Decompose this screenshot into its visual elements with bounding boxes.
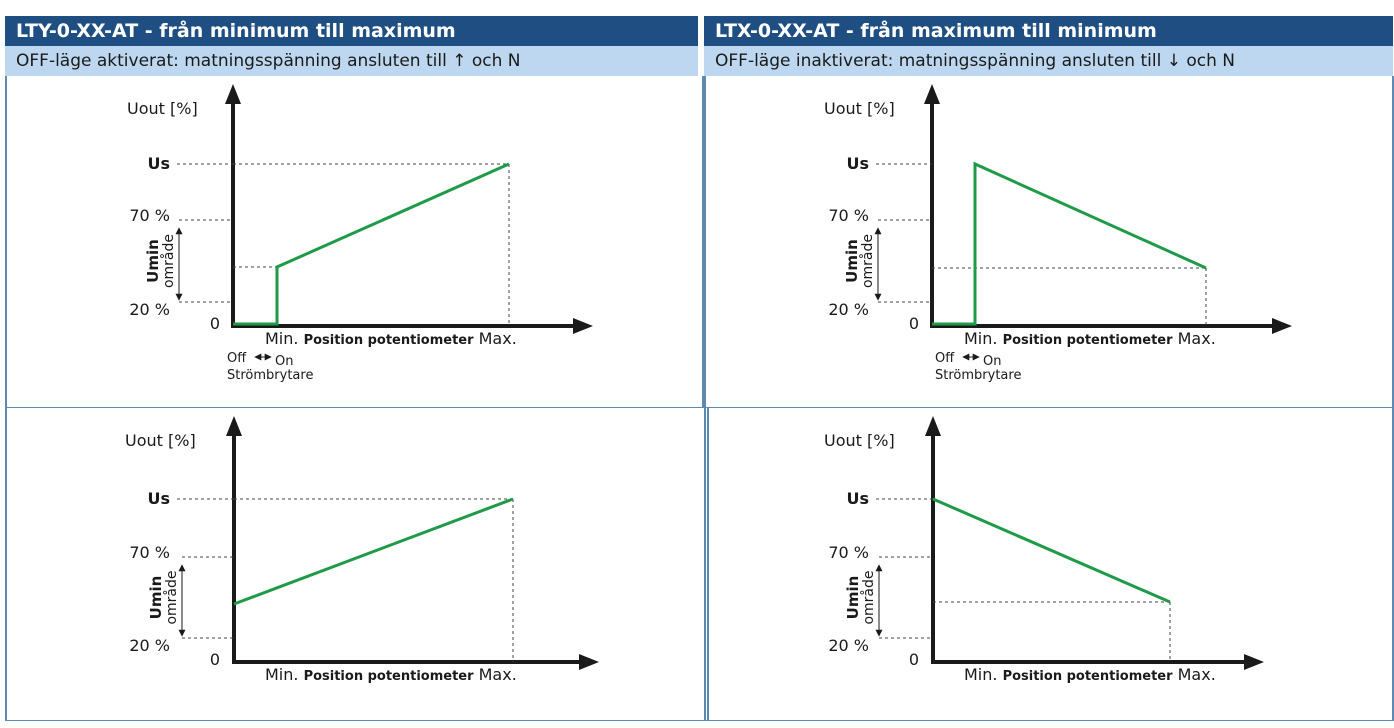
diagram-1-20-label: 20 % [828, 300, 869, 319]
diagram-3-70-label: 70 % [828, 543, 869, 562]
diagram-2-output-curve [233, 497, 514, 606]
diagram-0-switch-label: Strömbrytare [227, 368, 313, 383]
diagram-1-x-arrowhead [1272, 318, 1292, 334]
diagram-2-x-axis-label: Min. Position potentiometer Max. [265, 665, 517, 684]
diagram-0-x-arrowhead [573, 318, 593, 334]
diagram-1-output-curve [932, 161, 1207, 326]
diagram-0-off-label: Off [227, 351, 247, 366]
diagram-1-x-min-label: Min. [964, 329, 1003, 348]
diagram-0-us-label: Us [147, 154, 170, 173]
diagram-3-y-axis-label: Uout [%] [824, 431, 895, 450]
diagram-2-x-min-label: Min. [265, 665, 304, 684]
diagram-0-on-label: On [275, 354, 293, 369]
diagram-panel-top-left: Uout [%] Us 70 % 20 % 0 Umin område Min. Positi… [5, 76, 704, 408]
diagram-3-x-max-label: Max. [1173, 665, 1216, 684]
diagram-0-x-axis-label: Min. Position potentiometer Max. [265, 329, 517, 348]
diagram-2-20-label: 20 % [129, 636, 170, 655]
diagram-2-x-title: Position potentiometer [304, 669, 475, 684]
diagram-3-us-label: Us [846, 489, 869, 508]
diagram-3-x-arrowhead [1244, 654, 1264, 670]
diagram-0-x-min-label: Min. [265, 329, 304, 348]
diagram-3-20-label: 20 % [828, 636, 869, 655]
diagram-0-70-label: 70 % [129, 206, 170, 225]
diagram-3-output-curve [932, 497, 1171, 604]
diagram-panel-bottom-left: Uout [%] Us 70 % 20 % 0 Umin område Min. Positi… [5, 408, 709, 721]
diagram-3-umin-label: Umin [844, 576, 862, 620]
diagram-1-svg: Uout [%] Us 70 % 20 % 0 Umin område Min. Positi… [824, 84, 1292, 383]
diagram-2-x-max-label: Max. [474, 665, 517, 684]
diagram-1-us-label: Us [846, 154, 869, 173]
header-right-title: LTX-0-XX-AT - från maximum till minimum [704, 16, 1393, 46]
diagram-3-zero-label: 0 [909, 650, 919, 669]
diagram-1-omrade-label: område [859, 234, 876, 288]
diagram-2-svg: Uout [%] Us 70 % 20 % 0 Umin område Min. Positi… [125, 416, 599, 684]
subheader-left: OFF-läge aktiverat: matningsspänning ans… [5, 46, 698, 76]
diagram-3-svg: Uout [%] Us 70 % 20 % 0 Umin område Min. Positi… [824, 416, 1264, 684]
diagram-0-20-label: 20 % [129, 300, 170, 319]
diagram-0-x-title: Position potentiometer [304, 333, 475, 348]
diagram-1-y-arrowhead [924, 84, 940, 104]
diagram-1-70-label: 70 % [828, 206, 869, 225]
diagram-0-y-arrowhead [225, 84, 241, 104]
diagram-1-x-max-label: Max. [1173, 329, 1216, 348]
diagram-3-x-min-label: Min. [964, 665, 1003, 684]
diagram-1-off-label: Off [935, 351, 955, 366]
diagram-2-zero-label: 0 [210, 650, 220, 669]
diagram-1-on-label: On [983, 354, 1001, 369]
diagram-3-x-axis-label: Min. Position potentiometer Max. [964, 665, 1216, 684]
diagram-2-umin-label: Umin [147, 576, 165, 620]
header-left-title: LTY-0-XX-AT - från minimum till maximum [5, 16, 698, 46]
diagram-3-y-arrowhead [925, 416, 941, 436]
diagram-2-y-axis-label: Uout [%] [125, 431, 196, 450]
diagram-1-y-axis-label: Uout [%] [824, 99, 895, 118]
diagram-0-x-max-label: Max. [474, 329, 517, 348]
diagram-0-zero-label: 0 [210, 314, 220, 333]
diagram-panel-top-right: Uout [%] Us 70 % 20 % 0 Umin område Min. Positi… [704, 76, 1394, 408]
diagram-1-x-title: Position potentiometer [1003, 333, 1174, 348]
diagram-0-omrade-label: område [160, 234, 177, 288]
diagram-0-output-curve [233, 162, 510, 326]
diagram-3-x-title: Position potentiometer [1003, 669, 1174, 684]
diagram-1-umin-label: Umin [843, 239, 861, 283]
diagram-0-y-axis-label: Uout [%] [127, 99, 198, 118]
diagram-3-omrade-label: område [860, 570, 877, 624]
diagram-2-70-label: 70 % [129, 543, 170, 562]
diagram-2-omrade-label: område [163, 570, 180, 624]
diagram-2-x-arrowhead [579, 654, 599, 670]
diagram-2-y-arrowhead [226, 416, 242, 436]
subheader-right: OFF-läge inaktiverat: matningsspänning a… [704, 46, 1393, 76]
diagram-0-umin-label: Umin [144, 239, 162, 283]
diagram-0-svg: Uout [%] Us 70 % 20 % 0 Umin område Min. Positi… [127, 84, 593, 383]
diagram-2-us-label: Us [147, 489, 170, 508]
diagram-1-zero-label: 0 [909, 314, 919, 333]
diagram-1-switch-label: Strömbrytare [935, 368, 1021, 383]
diagram-1-x-axis-label: Min. Position potentiometer Max. [964, 329, 1216, 348]
diagram-panel-bottom-right: Uout [%] Us 70 % 20 % 0 Umin område Min. Positi… [704, 408, 1394, 721]
